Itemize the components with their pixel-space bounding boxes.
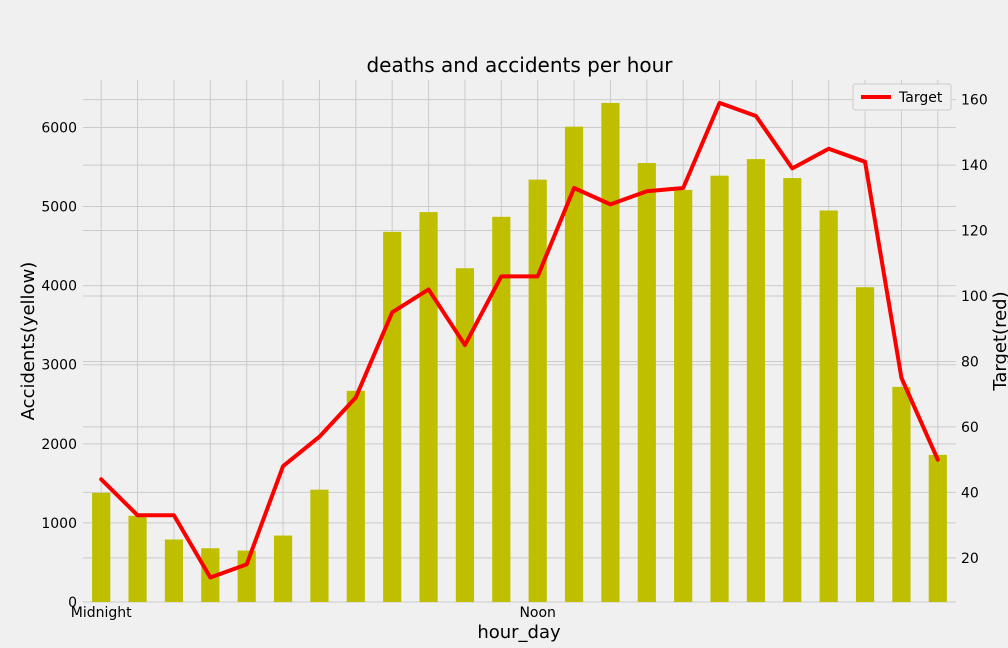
bar [601, 102, 620, 602]
chart-title: deaths and accidents per hour [366, 53, 673, 77]
bar [237, 550, 256, 602]
x-tick-label: Noon [519, 605, 555, 621]
bar [855, 287, 875, 602]
bar [346, 390, 365, 602]
line-point [464, 344, 466, 346]
y-tick-label: 6000 [41, 120, 77, 136]
bar [164, 539, 184, 602]
bar [637, 163, 656, 602]
line-point [791, 167, 793, 169]
bar [892, 386, 911, 602]
y-axis-left: 0 1000 2000 3000 4000 5000 6000 [41, 120, 77, 611]
x-tick-label: Midnight [71, 605, 132, 621]
x-axis: Midnight Noon [71, 605, 556, 621]
bar-series [92, 102, 947, 602]
y2-tick-label: 40 [961, 485, 979, 501]
y2-tick-label: 140 [961, 158, 988, 174]
bar [383, 231, 402, 602]
target-line [99, 100, 940, 580]
y2-tick-label: 20 [961, 551, 979, 567]
line-point [100, 478, 102, 480]
bar [783, 178, 802, 602]
line-point [428, 288, 430, 290]
bar [419, 212, 438, 602]
bar [128, 515, 147, 602]
y-tick-label: 5000 [41, 200, 77, 216]
legend-box [852, 83, 952, 111]
y-tick-label: 0 [68, 595, 77, 611]
y-tick-label: 2000 [41, 437, 77, 453]
bar [492, 216, 511, 602]
line-point [137, 514, 139, 516]
bar [310, 489, 329, 602]
legend-label-target: Target [898, 90, 943, 106]
bar [92, 492, 111, 602]
line-point [864, 161, 866, 163]
line-point [900, 377, 902, 379]
x-axis-label: hour_day [477, 622, 561, 643]
y-tick-label: 4000 [41, 279, 77, 295]
legend: Target [852, 83, 952, 111]
line-series [99, 100, 940, 580]
line-point [719, 102, 721, 104]
bar [819, 210, 838, 602]
bar [528, 179, 547, 602]
bar [564, 126, 584, 602]
bar [928, 454, 947, 602]
y-tick-label: 1000 [41, 516, 77, 532]
y2-tick-label: 100 [961, 289, 988, 305]
line-point [937, 459, 939, 461]
line-point [828, 148, 830, 150]
y2-tick-label: 120 [961, 224, 988, 240]
line-point [755, 115, 757, 117]
line-point [209, 576, 211, 578]
line-point [682, 187, 684, 189]
line-point [500, 275, 502, 277]
y-tick-label: 3000 [41, 358, 77, 374]
bar [710, 175, 729, 602]
y2-tick-label: 80 [961, 354, 979, 370]
line-point [646, 190, 648, 192]
bar [746, 159, 766, 602]
y2-axis-label: Target(red) [990, 291, 1008, 391]
line-point [282, 465, 284, 467]
line-point [173, 514, 175, 516]
line-point [537, 275, 539, 277]
line-point [318, 436, 320, 438]
bar [455, 268, 475, 602]
bar [674, 189, 693, 602]
y2-tick-label: 160 [961, 93, 988, 109]
line-point [246, 563, 248, 565]
bar [273, 535, 293, 602]
y2-tick-label: 60 [961, 420, 979, 436]
line-point [609, 203, 611, 205]
line-point [391, 311, 393, 313]
line-point [573, 187, 575, 189]
y-axis-right: 20 40 60 80 100 120 140 160 [961, 93, 988, 567]
line-point [355, 396, 357, 398]
y-axis-label: Accidents(yellow) [18, 262, 39, 421]
